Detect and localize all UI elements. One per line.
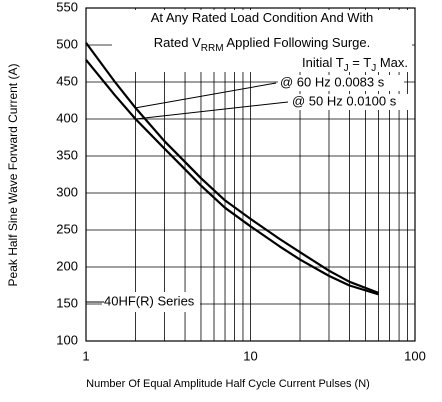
annotation-part: At Any Rated Load Condition And With [151,10,374,25]
series-name: 40HF(R) Series [104,293,195,308]
leader-line [135,101,289,120]
annotation-background [112,10,412,72]
annotation: Initial TJ = TJ Max. [302,55,408,73]
y-tick-label: 350 [56,147,78,162]
series-label-background [290,94,416,110]
annotation-part: Applied Following Surge. [224,35,371,50]
annotation: At Any Rated Load Condition And With [151,10,374,25]
x-tick-label: 10 [243,348,257,363]
y-tick-label: 150 [56,295,78,310]
y-tick-label: 100 [56,332,78,347]
annotation-part: RRM [201,43,224,54]
series-label: @ 60 Hz 0.0083 s [280,74,385,89]
x-tick-label: 1 [82,348,89,363]
plot-frame [85,7,416,342]
y-tick-label: 500 [56,36,78,51]
x-tick-label: 100 [404,348,426,363]
annotation-part: Initial T [302,55,344,70]
series-label: @ 50 Hz 0.0100 s [292,93,397,108]
annotation-part: J [344,63,349,74]
annotation-part: J [371,63,376,74]
y-tick-label: 300 [56,184,78,199]
annotation: Rated VRRM Applied Following Surge. [154,35,370,53]
series-name-background [102,292,200,312]
y-tick-label: 250 [56,221,78,236]
annotation-part: Rated V [154,35,201,50]
y-tick-label: 450 [56,73,78,88]
y-tick-label: 400 [56,110,78,125]
annotation-part: = T [349,55,372,70]
y-tick-label: 200 [56,258,78,273]
y-axis-label: Peak Half Sine Wave Forward Current (A) [6,64,20,287]
y-tick-label: 550 [56,0,78,14]
annotation-part: Max. [376,55,408,70]
x-axis-label: Number Of Equal Amplitude Half Cycle Cur… [86,378,370,390]
leader-line [135,82,277,109]
series-label-background [278,75,404,91]
